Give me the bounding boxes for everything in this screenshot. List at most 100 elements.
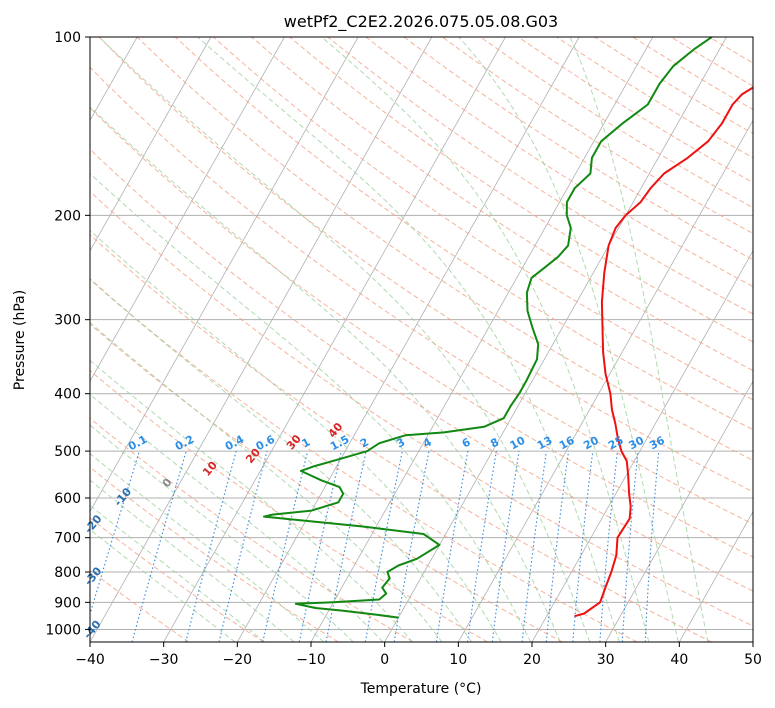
mixing-ratio-line	[131, 450, 187, 642]
dry-adiabat-line	[90, 278, 638, 642]
mixing-ratio-label: 13	[535, 434, 555, 453]
isotherm-line	[531, 250, 753, 642]
y-tick-label: 800	[54, 565, 81, 581]
moist-adiabat-line	[90, 528, 236, 642]
y-tick-label: 200	[54, 208, 81, 224]
mixing-ratio-label: 36	[647, 434, 667, 453]
moist-adiabat-line	[197, 37, 620, 642]
x-tick-label: 0	[380, 652, 389, 668]
dry-adiabat-label: -30	[82, 564, 105, 588]
y-tick-label: 700	[54, 531, 81, 547]
dry-adiabat-line	[327, 37, 753, 315]
y-axis-title: Pressure (hPa)	[12, 290, 28, 390]
mixing-ratio-label: 0.4	[223, 433, 247, 454]
dry-adiabat-line	[90, 233, 712, 642]
dry-adiabat-line	[90, 517, 264, 642]
mixing-ratio-line	[466, 451, 497, 642]
isotherm-line	[384, 37, 727, 642]
dry-adiabat-label: -20	[82, 512, 105, 536]
moist-adiabat-line	[90, 106, 561, 642]
y-tick-label: 600	[54, 491, 81, 507]
y-tick-label: 100	[54, 30, 81, 46]
chart-title: wetPf2_C2E2.2026.075.05.08.G03	[284, 12, 558, 32]
dry-adiabat-line	[365, 37, 753, 288]
dry-adiabat-line	[90, 107, 753, 558]
dry-adiabat-line	[90, 466, 339, 642]
isotherm-line	[752, 641, 753, 642]
mixing-ratio-line	[185, 450, 237, 642]
dry-adiabat-line	[136, 37, 753, 461]
mixing-ratio-label: 16	[557, 434, 577, 453]
dry-adiabat-line	[632, 37, 753, 111]
mixing-ratio-line	[599, 451, 619, 642]
dry-adiabat-line	[518, 37, 753, 184]
isotherm-line	[163, 37, 506, 642]
dry-adiabat-line	[594, 37, 753, 134]
isotherm-line	[605, 380, 753, 642]
moist-adiabat-line	[90, 229, 502, 642]
temperature-profile-line	[574, 86, 753, 618]
mixing-ratio-line	[545, 451, 570, 642]
x-tick-label: 20	[523, 652, 541, 668]
y-tick-label: 500	[54, 444, 81, 460]
moist-adiabat-line	[90, 393, 384, 642]
dry-adiabat-label: 10	[200, 459, 220, 479]
mixing-ratio-label: 8	[488, 435, 501, 450]
x-axis: −40 −30 −20 −10 0 10 20 30 40 50	[75, 642, 762, 668]
mixing-ratio-label: 4	[421, 435, 434, 450]
x-tick-label: −20	[223, 652, 253, 668]
isotherm-line	[90, 37, 285, 383]
mixing-ratio-label: 20	[581, 434, 601, 453]
isotherm-line	[0, 37, 63, 642]
x-tick-label: −40	[75, 652, 105, 668]
mixing-ratio-line	[435, 450, 469, 642]
moist-adiabat-line	[98, 37, 591, 642]
y-axis: 100 200 300 400 500 600 700 800 900 1000	[45, 30, 90, 638]
mixing-ratio-line	[521, 451, 547, 642]
profile-lines	[263, 37, 753, 619]
y-tick-label: 900	[54, 595, 81, 611]
x-tick-label: 50	[744, 652, 762, 668]
mixing-ratio-label: 30	[627, 434, 647, 453]
moist-adiabat-line	[321, 37, 650, 642]
moist-adiabat-line	[90, 172, 532, 642]
isotherm-line	[236, 37, 580, 642]
mixing-ratio-line	[393, 450, 430, 642]
isotherm-line	[457, 119, 753, 642]
moist-adiabat-line	[90, 424, 354, 642]
mixing-ratio-label: 10	[508, 434, 528, 453]
x-tick-label: −10	[296, 652, 326, 668]
mixing-ratio-line	[262, 450, 309, 642]
moist-adiabat-line	[90, 278, 473, 642]
x-tick-label: 40	[670, 652, 688, 668]
moist-adiabat-line	[458, 37, 679, 642]
thermo-background	[0, 37, 753, 642]
dry-adiabat-line	[174, 37, 753, 431]
dry-adiabat-line	[90, 569, 190, 642]
mixing-ratio-label: 0.2	[173, 433, 196, 454]
isotherm-line	[90, 37, 359, 513]
dry-adiabat-line	[90, 369, 488, 642]
y-tick-label: 300	[54, 313, 81, 329]
x-axis-title: Temperature (°C)	[360, 681, 482, 697]
mixing-ratio-line	[298, 450, 342, 642]
y-tick-label: 1000	[45, 622, 81, 638]
x-tick-label: 10	[449, 652, 467, 668]
moist-adiabat-line	[569, 37, 709, 642]
moist-adiabat-line	[90, 504, 265, 642]
y-tick-label: 400	[54, 387, 81, 403]
x-tick-label: 30	[597, 652, 615, 668]
dry-adiabat-line	[556, 37, 753, 159]
moist-adiabat-line	[90, 321, 443, 642]
dry-adiabat-line	[90, 66, 753, 525]
x-tick-label: −30	[149, 652, 179, 668]
mixing-ratio-label: 25	[606, 434, 626, 453]
isotherm-line	[678, 510, 753, 642]
mixing-ratio-line	[621, 451, 639, 642]
moist-adiabat-line	[90, 479, 295, 642]
dry-adiabat-label: 30	[284, 432, 304, 452]
moist-adiabat-line	[90, 453, 325, 642]
dry-adiabat-line	[90, 417, 414, 642]
dewpoint-profile-line	[263, 37, 713, 619]
